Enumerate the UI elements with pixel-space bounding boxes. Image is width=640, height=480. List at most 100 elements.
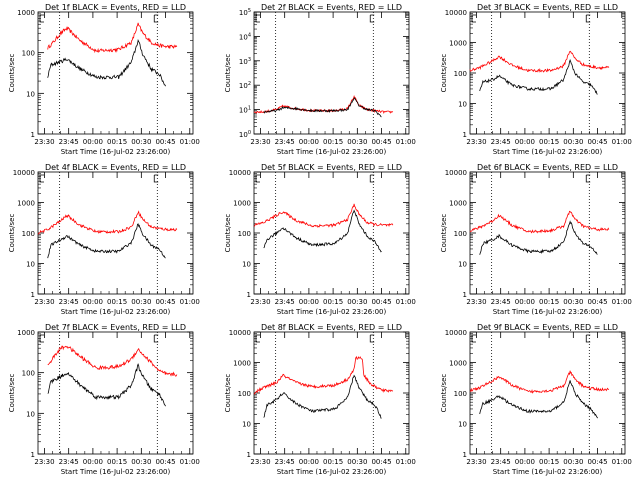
events-series-line — [479, 58, 598, 95]
plot-title: Det 2f BLACK = Events, RED = LLD — [261, 3, 402, 12]
plot-det-8: Det 8f BLACK = Events, RED = LLD 1 10 100 10… — [224, 323, 416, 476]
y-tick-label: 100 — [22, 50, 35, 58]
x-tick-label: 00:30 — [131, 138, 151, 146]
y-tick-label: 1 — [31, 131, 35, 139]
plot-det-1: Det 1f BLACK = Events, RED = LLD 1 10 100 10… — [8, 3, 200, 156]
lld-series-line — [47, 22, 178, 54]
y-tick-label: 10 — [458, 421, 467, 429]
x-tick-label: 23:30 — [34, 138, 54, 146]
y-tick-label: 10 — [26, 410, 35, 418]
x-axis-label: Start Time (16-Jul-02 23:26:00) — [61, 468, 171, 476]
lld-series-line — [469, 370, 609, 394]
y-tick-label: 10000 — [445, 9, 467, 17]
x-tick-label: 23:45 — [59, 138, 79, 146]
x-tick-label: 00:00 — [299, 458, 319, 466]
marker-bracket-left — [39, 14, 44, 23]
y-tick-label: 1 — [31, 451, 35, 459]
y-tick-label: 1000 — [17, 200, 35, 208]
plot-det-2: Det 2f BLACK = Events, RED = LLD 100 101 10… — [224, 3, 416, 156]
x-tick-label: 23:45 — [275, 458, 295, 466]
x-tick-label: 01:00 — [612, 458, 632, 466]
y-tick-label: 100 — [238, 230, 251, 238]
lld-series-line — [469, 50, 610, 73]
x-tick-label: 23:30 — [250, 298, 270, 306]
x-axis-label: Start Time (16-Jul-02 23:26:00) — [61, 148, 171, 156]
y-tick-label: 102 — [239, 81, 251, 90]
y-axis-label: Counts/sec — [224, 54, 232, 93]
y-tick-label: 105 — [239, 8, 251, 17]
marker-bracket-left — [255, 14, 260, 23]
y-tick-label: 10000 — [13, 169, 35, 177]
y-tick-label: 104 — [239, 32, 251, 41]
plot-det-5: Det 5f BLACK = Events, RED = LLD 1 10 100 10… — [224, 163, 416, 316]
marker-bracket-left — [471, 334, 476, 343]
plot-frame — [37, 331, 194, 455]
events-series-line — [263, 97, 382, 118]
y-axis-label: Counts/sec — [8, 374, 16, 413]
x-tick-label: 00:15 — [107, 298, 127, 306]
x-tick-label: 23:30 — [34, 458, 54, 466]
marker-bracket-mid — [153, 174, 159, 183]
x-tick-label: 01:00 — [396, 458, 416, 466]
events-series-line — [47, 38, 166, 87]
lld-series-line — [253, 355, 394, 395]
plot-det-9: Det 9f BLACK = Events, RED = LLD 1 10 100 10… — [440, 323, 632, 476]
y-tick-label: 1000 — [233, 200, 251, 208]
x-tick-label: 00:15 — [539, 138, 559, 146]
x-tick-label: 00:30 — [563, 298, 583, 306]
marker-bracket-left — [39, 334, 44, 343]
marker-bracket-mid — [585, 174, 591, 183]
y-axis-label: Counts/sec — [224, 374, 232, 413]
y-axis-label: Counts/sec — [224, 214, 232, 253]
y-tick-label: 103 — [239, 57, 251, 66]
plot-frame — [469, 171, 626, 295]
marker-bracket-mid — [585, 334, 591, 343]
events-series-line — [263, 374, 382, 419]
y-tick-label: 10000 — [229, 169, 251, 177]
plot-title: Det 8f BLACK = Events, RED = LLD — [261, 323, 402, 332]
y-tick-label: 10 — [242, 421, 251, 429]
lld-series-line — [469, 210, 610, 234]
x-axis-label: Start Time (16-Jul-02 23:26:00) — [277, 308, 387, 316]
y-axis-label: Counts/sec — [440, 374, 448, 413]
marker-bracket-mid — [153, 14, 159, 23]
x-axis-label: Start Time (16-Jul-02 23:26:00) — [493, 468, 603, 476]
x-tick-label: 23:45 — [275, 138, 295, 146]
y-tick-label: 100 — [239, 130, 251, 139]
x-axis-label: Start Time (16-Jul-02 23:26:00) — [61, 308, 171, 316]
marker-bracket-mid — [585, 14, 591, 23]
y-tick-label: 1000 — [17, 329, 35, 337]
x-tick-label: 00:45 — [587, 138, 607, 146]
x-tick-label: 00:45 — [371, 458, 391, 466]
marker-bracket-left — [255, 334, 260, 343]
events-series-line — [47, 223, 166, 259]
y-tick-label: 1000 — [449, 40, 467, 48]
y-tick-label: 10000 — [445, 169, 467, 177]
x-tick-label: 00:30 — [131, 298, 151, 306]
y-axis-label: Counts/sec — [8, 54, 16, 93]
x-tick-label: 00:00 — [83, 298, 103, 306]
marker-bracket-mid — [369, 14, 375, 23]
y-tick-label: 100 — [22, 370, 35, 378]
x-tick-label: 23:45 — [275, 298, 295, 306]
x-tick-label: 23:45 — [491, 298, 511, 306]
y-tick-label: 10000 — [445, 329, 467, 337]
x-tick-label: 01:00 — [180, 458, 200, 466]
x-tick-label: 00:45 — [155, 458, 175, 466]
x-tick-label: 23:30 — [466, 298, 486, 306]
y-axis-label: Counts/sec — [440, 54, 448, 93]
y-tick-label: 1 — [31, 291, 35, 299]
x-tick-label: 00:30 — [347, 298, 367, 306]
x-tick-label: 23:45 — [59, 458, 79, 466]
x-tick-label: 00:00 — [299, 298, 319, 306]
x-tick-label: 00:30 — [347, 138, 367, 146]
x-tick-label: 00:15 — [107, 458, 127, 466]
plot-det-7: Det 7f BLACK = Events, RED = LLD 1 10 100 10… — [8, 323, 200, 476]
y-tick-label: 10 — [458, 261, 467, 269]
y-tick-label: 100 — [454, 390, 467, 398]
marker-bracket-mid — [153, 334, 159, 343]
x-tick-label: 00:00 — [515, 458, 535, 466]
x-tick-label: 01:00 — [180, 298, 200, 306]
x-tick-label: 23:30 — [466, 458, 486, 466]
